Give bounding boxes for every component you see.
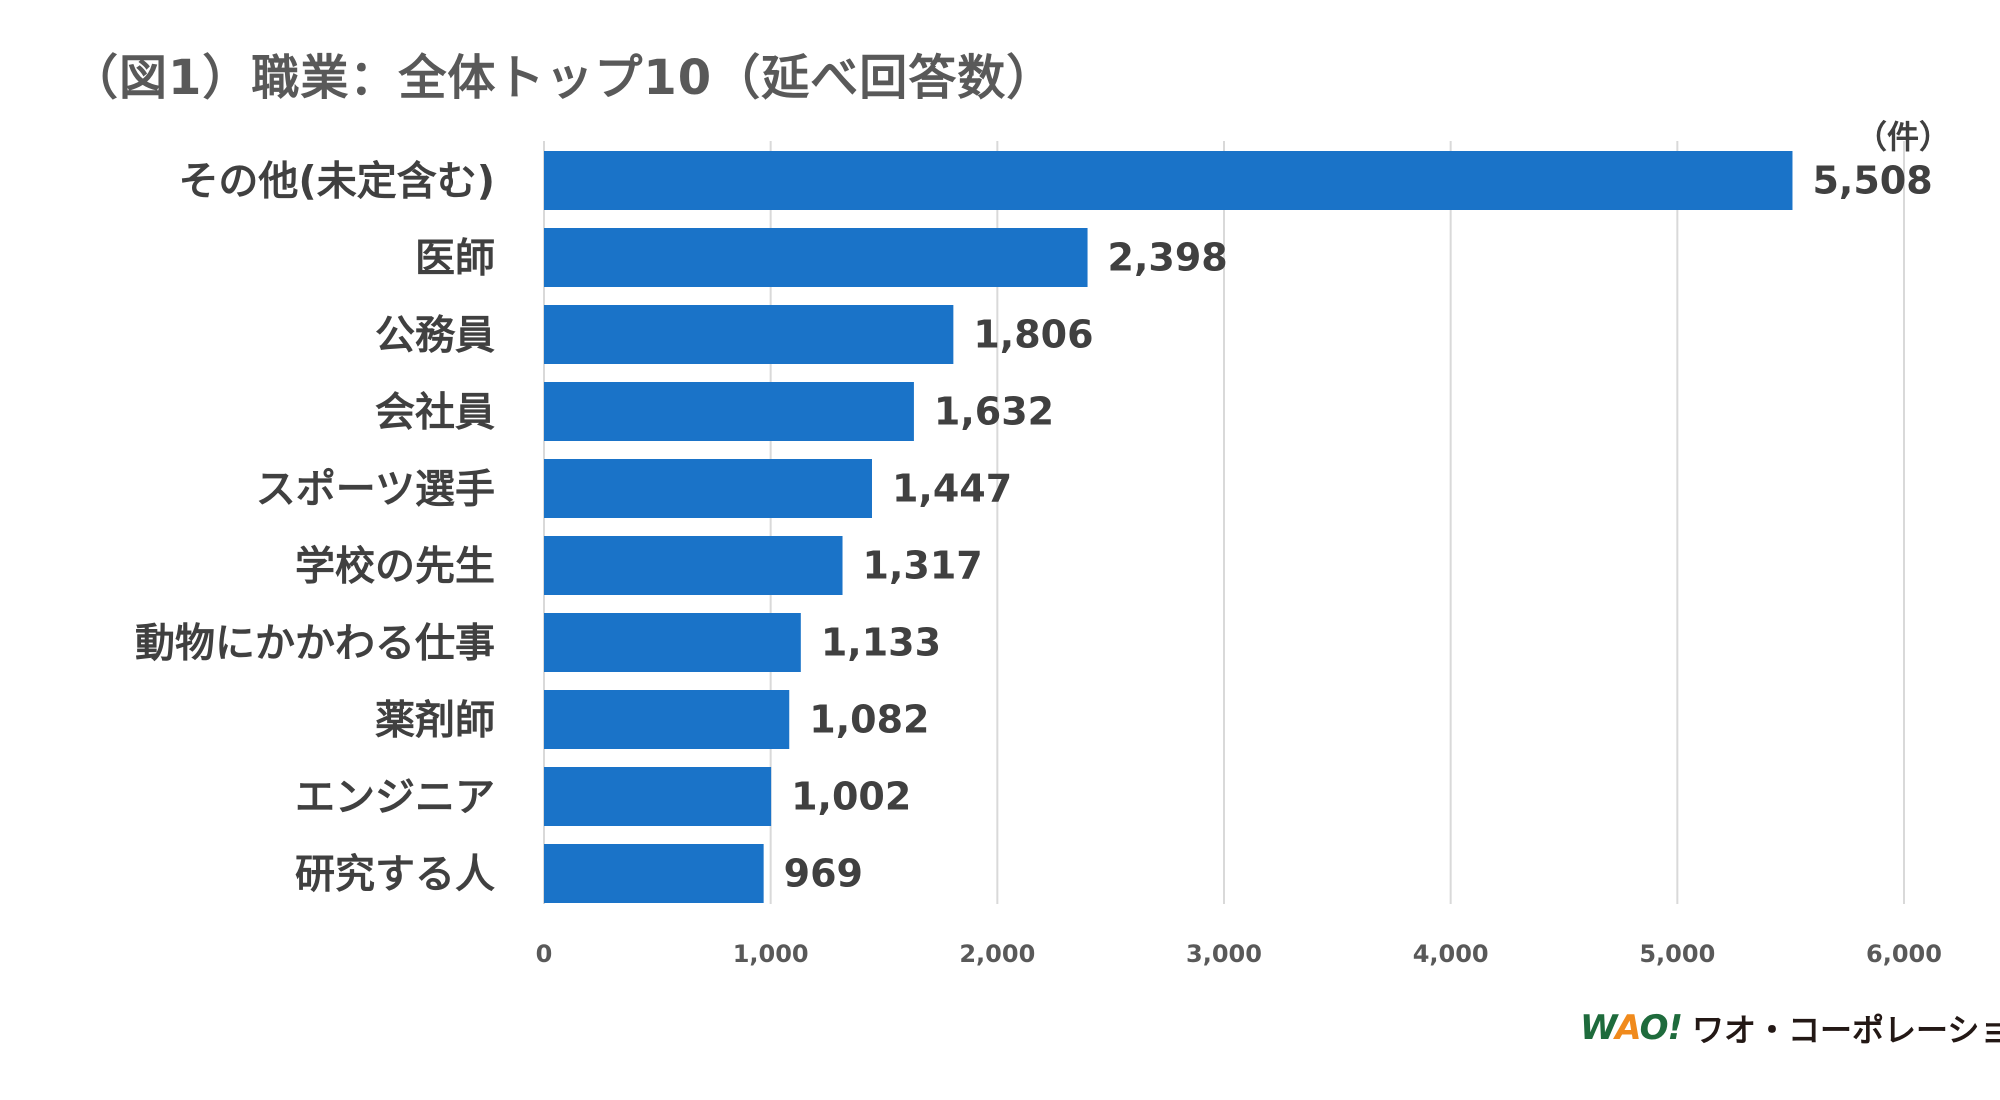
x-tick-label: 1,000 <box>733 940 809 968</box>
chart-title: （図1）職業：全体トップ10（延べ回答数） <box>70 50 1056 106</box>
data-label: 1,317 <box>863 544 983 588</box>
category-label: 研究する人 <box>295 852 495 898</box>
data-label: 1,632 <box>934 390 1054 434</box>
data-label: 1,082 <box>809 698 929 742</box>
bar <box>544 305 954 364</box>
data-label: 1,002 <box>791 775 911 819</box>
logo-mark: WAO! <box>1580 1008 1683 1048</box>
data-label: 1,133 <box>821 621 941 665</box>
logo-name: ワオ・コーポレーション <box>1692 1011 2000 1049</box>
x-tick-label: 2,000 <box>959 940 1035 968</box>
bar <box>544 613 801 672</box>
data-label: 5,508 <box>1812 159 1932 203</box>
bar <box>544 151 1793 210</box>
x-tick-label: 0 <box>536 940 553 968</box>
company-logo: WAO! ワオ・コーポレーション <box>1580 1005 2000 1051</box>
category-label: 医師 <box>415 236 495 282</box>
bar-chart: 0 1,000 2,000 3,000 4,000 5,000 6,000 その他(未定含む)… <box>135 141 1942 968</box>
category-label: その他(未定含む) <box>178 159 495 205</box>
category-label: 公務員 <box>375 313 495 359</box>
x-tick-label: 5,000 <box>1639 940 1715 968</box>
bar <box>544 459 872 518</box>
data-label: 2,398 <box>1108 236 1228 280</box>
data-label: 1,806 <box>973 313 1093 357</box>
x-tick-label: 6,000 <box>1866 940 1942 968</box>
data-label: 969 <box>784 852 863 896</box>
category-label: スポーツ選手 <box>256 467 495 513</box>
category-label: 動物にかかわる仕事 <box>135 621 495 667</box>
category-label: 会社員 <box>375 390 495 436</box>
category-label: エンジニア <box>295 775 495 821</box>
bar <box>544 690 790 749</box>
bar <box>544 767 772 826</box>
x-tick-label: 3,000 <box>1186 940 1262 968</box>
category-label: 薬剤師 <box>375 698 495 744</box>
data-label: 1,447 <box>892 467 1012 511</box>
bar <box>544 536 843 595</box>
bar <box>544 228 1088 287</box>
bar <box>544 382 914 441</box>
x-tick-label: 4,000 <box>1413 940 1489 968</box>
category-label: 学校の先生 <box>295 544 495 590</box>
bar <box>544 844 764 903</box>
